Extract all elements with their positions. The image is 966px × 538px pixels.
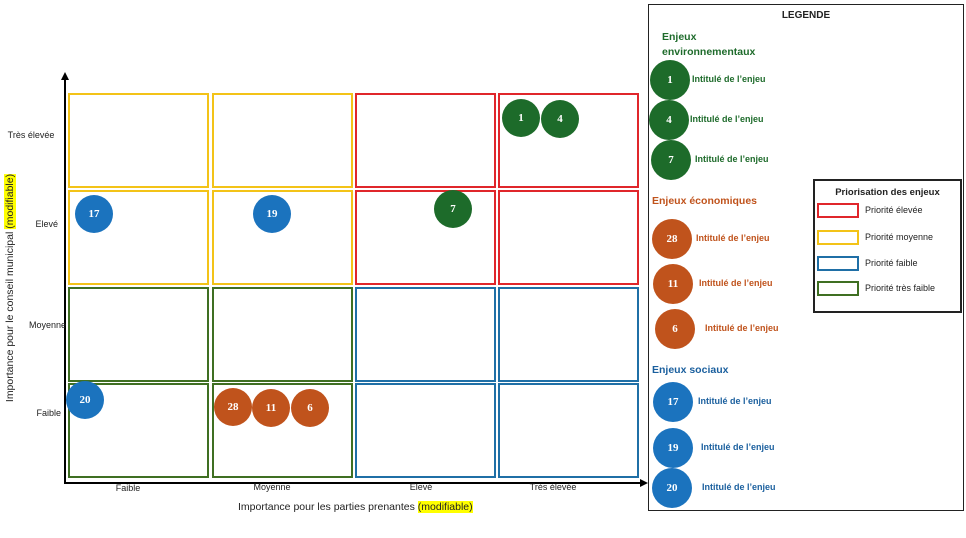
priority-legend: Priorisation des enjeux xyxy=(813,179,962,313)
priority-label: Priorité très faible xyxy=(865,283,936,293)
legend-bubble-1: 1 xyxy=(650,60,690,100)
priority-swatch-green xyxy=(817,281,859,296)
legend-soc-title: Enjeux sociaux xyxy=(652,364,729,376)
matrix-cell xyxy=(498,93,639,188)
x-tick-tres-elevee: Très élevée xyxy=(529,482,577,492)
y-tick-tres-elevee: Très élevée xyxy=(7,130,55,140)
priority-swatch-blue xyxy=(817,256,859,271)
enjeu-bubble-28[interactable]: 28 xyxy=(214,388,252,426)
legend-enjeu-label: Intitulé de l’enjeu xyxy=(702,482,776,492)
legend-bubble-17: 17 xyxy=(653,382,693,422)
legend-env-title-line1: Enjeux xyxy=(662,31,697,43)
matrix-cell xyxy=(355,93,496,188)
matrix-cell xyxy=(68,383,209,478)
legend-enjeu-label: Intitulé de l’enjeu xyxy=(692,74,766,84)
y-axis-arrow xyxy=(61,72,69,80)
legend-title: LEGENDE xyxy=(781,10,831,21)
y-axis-title-text: Importance pour le conseil municipal xyxy=(4,231,16,403)
legend-bubble-6: 6 xyxy=(655,309,695,349)
x-axis xyxy=(64,482,642,484)
priority-label: Priorité moyenne xyxy=(865,232,934,242)
enjeu-bubble-7[interactable]: 7 xyxy=(434,190,472,228)
x-axis-title: Importance pour les parties prenantes (m… xyxy=(238,501,473,513)
legend-env-title-line2: environnementaux xyxy=(662,46,756,58)
legend-bubble-20: 20 xyxy=(652,468,692,508)
y-tick-eleve: Elevé xyxy=(35,219,58,229)
legend-eco-title: Enjeux économiques xyxy=(652,195,758,207)
legend-bubble-28: 28 xyxy=(652,219,692,259)
y-axis xyxy=(64,80,66,484)
matrix-cell xyxy=(498,287,639,382)
x-axis-title-highlight: (modifiable) xyxy=(417,501,473,513)
enjeu-bubble-19[interactable]: 19 xyxy=(253,195,291,233)
matrix-cell xyxy=(68,287,209,382)
legend-enjeu-label: Intitulé de l’enjeu xyxy=(698,396,772,406)
legend-bubble-11: 11 xyxy=(653,264,693,304)
y-axis-title-highlight: (modifiable) xyxy=(4,173,16,229)
matrix-cell xyxy=(212,383,353,478)
legend-env-title: Enjeux environnementaux xyxy=(662,30,755,60)
x-tick-eleve: Elevé xyxy=(409,482,433,492)
priority-label: Priorité faible xyxy=(865,258,918,268)
legend-enjeu-label: Intitulé de l’enjeu xyxy=(701,442,775,452)
x-axis-title-text: Importance pour les parties prenantes xyxy=(238,501,415,513)
priority-legend-title: Priorisation des enjeux xyxy=(835,187,940,198)
legend-bubble-7: 7 xyxy=(651,140,691,180)
matrix-cell xyxy=(212,287,353,382)
legend-bubble-4: 4 xyxy=(649,100,689,140)
enjeu-bubble-6[interactable]: 6 xyxy=(291,389,329,427)
enjeu-bubble-11[interactable]: 11 xyxy=(252,389,290,427)
legend-enjeu-label: Intitulé de l’enjeu xyxy=(705,323,779,333)
matrix-cell xyxy=(355,383,496,478)
matrix-cell xyxy=(212,93,353,188)
matrix-cell xyxy=(68,190,209,285)
enjeu-bubble-1[interactable]: 1 xyxy=(502,99,540,137)
legend-enjeu-label: Intitulé de l’enjeu xyxy=(696,233,770,243)
priority-label: Priorité élevée xyxy=(865,205,923,215)
matrix-cell xyxy=(355,190,496,285)
matrix-cell xyxy=(68,93,209,188)
y-tick-moyenne: Moyenne xyxy=(28,320,66,330)
legend-enjeu-label: Intitulé de l’enjeu xyxy=(695,154,769,164)
legend-bubble-19: 19 xyxy=(653,428,693,468)
x-tick-faible: Faible xyxy=(115,483,141,493)
x-axis-arrow xyxy=(640,479,648,487)
x-tick-moyenne: Moyenne xyxy=(253,482,291,492)
matrix-cell xyxy=(498,190,639,285)
enjeu-bubble-4[interactable]: 4 xyxy=(541,100,579,138)
enjeu-bubble-17[interactable]: 17 xyxy=(75,195,113,233)
legend-enjeu-label: Intitulé de l’enjeu xyxy=(699,278,773,288)
matrix-cell xyxy=(212,190,353,285)
priority-swatch-yellow xyxy=(817,230,859,245)
enjeu-bubble-20[interactable]: 20 xyxy=(66,381,104,419)
matrix-cell xyxy=(355,287,496,382)
priority-swatch-red xyxy=(817,203,859,218)
y-tick-faible: Faible xyxy=(36,408,61,418)
legend-enjeu-label: Intitulé de l’enjeu xyxy=(690,114,764,124)
y-axis-title: Importance pour le conseil municipal (mo… xyxy=(4,173,16,403)
matrix-cell xyxy=(498,383,639,478)
